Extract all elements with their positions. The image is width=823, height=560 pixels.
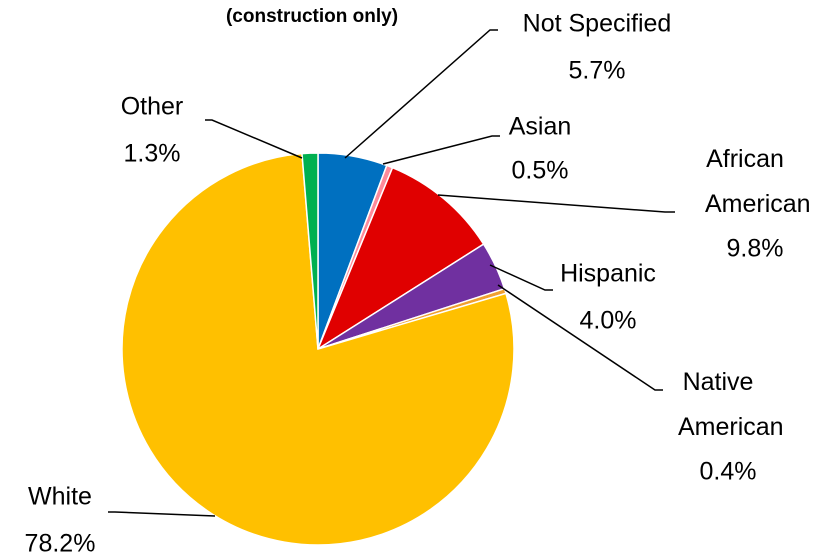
leader-line — [344, 29, 498, 159]
slice-value-label: 9.8% — [727, 235, 784, 263]
slice-label: Not Specified — [523, 10, 672, 38]
leader-line — [489, 264, 553, 291]
slice-value-label: 1.3% — [124, 140, 181, 168]
slice-value-label: 0.5% — [512, 157, 569, 185]
leader-line — [382, 135, 500, 165]
slice-value-label: 4.0% — [580, 307, 637, 335]
slice-value-label: 78.2% — [25, 530, 96, 558]
pie-slice — [301, 152, 319, 350]
leader-line — [437, 194, 675, 213]
leader-line — [497, 284, 663, 391]
slice-label: Asian — [509, 113, 572, 141]
slice-value-label: 5.7% — [569, 57, 626, 85]
slice-label: Native American — [672, 368, 783, 441]
slice-label: Hispanic — [560, 260, 656, 288]
slice-value-label: 0.4% — [700, 458, 757, 486]
slice-label: African American — [699, 145, 810, 218]
slice-label: White — [28, 483, 92, 511]
slice-label: Other — [121, 93, 184, 121]
pie-slice — [316, 166, 485, 351]
pie-slice — [121, 152, 515, 546]
leader-line — [205, 119, 303, 159]
chart-title: (construction only) — [226, 6, 398, 27]
leader-line — [108, 511, 216, 517]
